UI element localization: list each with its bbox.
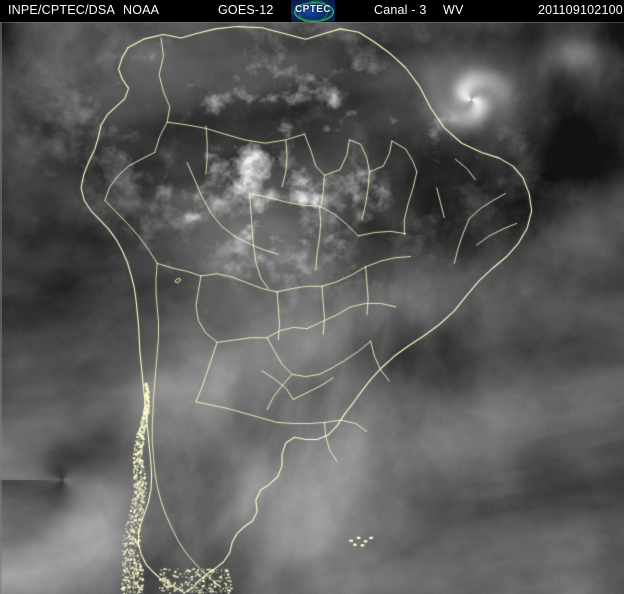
cptec-logo-ring bbox=[294, 2, 334, 22]
cptec-logo-label: CPTEC bbox=[295, 4, 331, 15]
header-institute-label: INPE/CPTEC/DSA bbox=[8, 3, 115, 17]
header-agency-label: NOAA bbox=[123, 3, 160, 17]
image-frame-left-edge bbox=[0, 22, 2, 594]
header-bar: INPE/CPTEC/DSA NOAA GOES-12 CPTEC Canal … bbox=[0, 0, 624, 22]
header-product-label: WV bbox=[443, 3, 464, 17]
cptec-logo-icon: CPTEC bbox=[291, 0, 335, 22]
image-frame-top-edge bbox=[0, 22, 624, 23]
satellite-water-vapor-image bbox=[0, 22, 624, 594]
satellite-image-panel bbox=[0, 22, 624, 594]
header-timestamp-label: 201109102100 bbox=[538, 3, 623, 17]
header-satellite-label: GOES-12 bbox=[218, 3, 274, 17]
header-channel-label: Canal - 3 bbox=[374, 3, 427, 17]
